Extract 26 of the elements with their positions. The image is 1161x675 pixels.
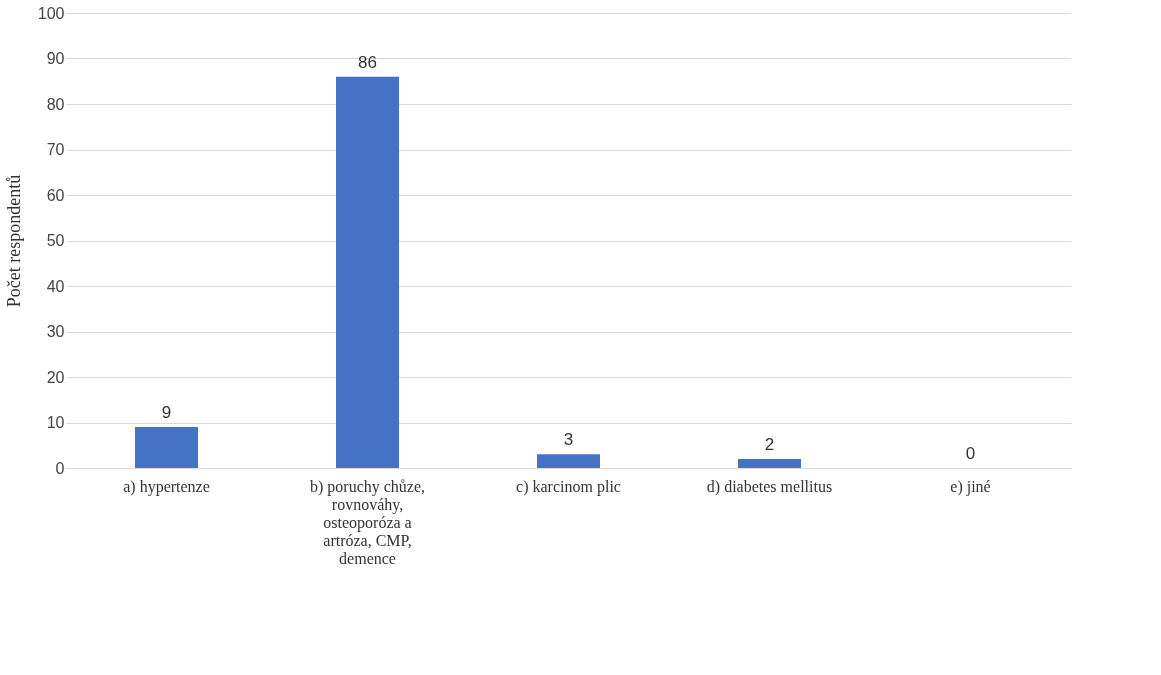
data-label: 9 — [161, 403, 172, 423]
y-tick-label: 70 — [46, 141, 65, 158]
y-tick-label: 90 — [46, 50, 65, 67]
bar — [336, 76, 399, 468]
data-label: 0 — [965, 444, 976, 463]
y-tick-label: 30 — [46, 323, 65, 340]
x-tick-label: d) diabetes mellitus — [706, 477, 833, 496]
y-tick-label: 10 — [46, 414, 65, 431]
y-tick-label: 100 — [37, 4, 65, 22]
x-tick-label: a) hypertenze — [123, 477, 210, 496]
y-tick-label: 80 — [46, 95, 65, 113]
data-label: 86 — [358, 52, 377, 72]
y-tick-label: 50 — [46, 232, 65, 249]
y-tick-label: 60 — [46, 186, 65, 204]
bar — [738, 458, 801, 468]
x-tick-label: b) poruchy chůze, rovnováhy, osteoporóza a artróza, CMP, demence — [309, 477, 426, 567]
y-tick-label: 0 — [55, 459, 65, 477]
bar — [537, 454, 600, 468]
y-tick-label: 40 — [46, 277, 65, 295]
y-axis-title: Počet respondentů — [3, 174, 24, 308]
data-label: 3 — [563, 430, 574, 450]
data-label: 2 — [764, 434, 775, 454]
x-tick-label: c) karcinom plic — [516, 477, 621, 496]
x-tick-label: e) jiné — [950, 477, 991, 496]
bar — [135, 427, 198, 468]
y-tick-label: 20 — [46, 368, 65, 386]
